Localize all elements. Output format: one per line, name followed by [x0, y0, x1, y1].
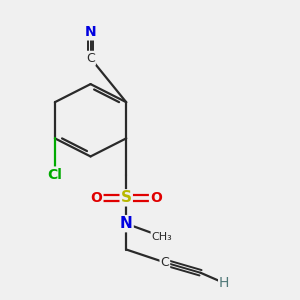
Text: O: O	[150, 191, 162, 205]
Text: C: C	[86, 52, 95, 65]
Text: N: N	[85, 26, 96, 39]
Text: H: H	[219, 276, 230, 290]
Text: CH₃: CH₃	[152, 232, 172, 242]
Text: Cl: Cl	[47, 168, 62, 182]
Text: C: C	[160, 256, 169, 269]
Text: N: N	[120, 216, 133, 231]
Text: S: S	[121, 190, 132, 205]
Text: O: O	[91, 191, 102, 205]
